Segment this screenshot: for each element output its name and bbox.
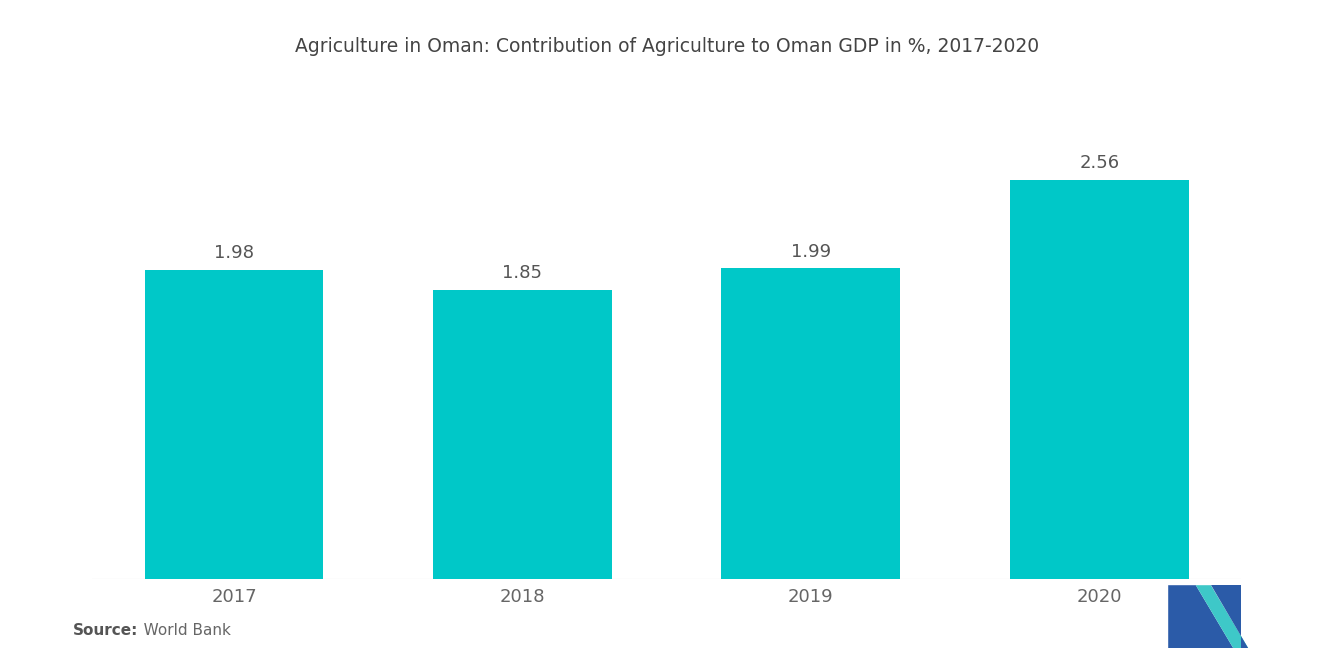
Polygon shape (1196, 585, 1249, 648)
Text: World Bank: World Bank (129, 623, 231, 638)
Text: 1.85: 1.85 (503, 265, 543, 283)
Text: 2.56: 2.56 (1080, 154, 1119, 172)
Bar (722, 269, 900, 579)
Text: Source:: Source: (73, 623, 139, 638)
Bar (1010, 180, 1188, 579)
Text: 1.99: 1.99 (791, 243, 830, 261)
Bar (433, 290, 611, 579)
Polygon shape (1210, 585, 1249, 648)
Title: Agriculture in Oman: Contribution of Agriculture to Oman GDP in %, 2017-2020: Agriculture in Oman: Contribution of Agr… (294, 37, 1039, 56)
Polygon shape (1168, 585, 1233, 648)
Text: 1.98: 1.98 (214, 244, 253, 262)
Bar (145, 270, 323, 579)
